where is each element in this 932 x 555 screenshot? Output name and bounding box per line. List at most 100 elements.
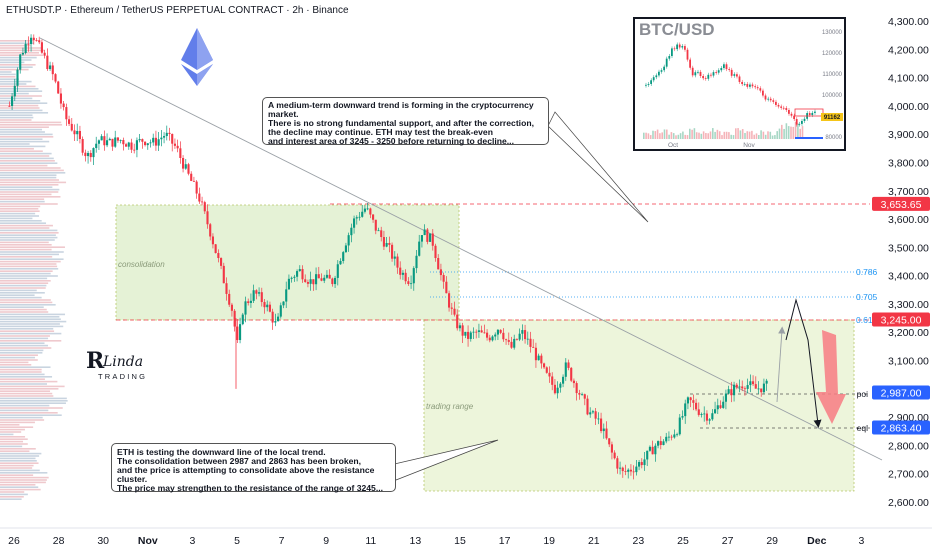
time-axis[interactable]: 26 28 30 Nov 3 5 7 9 11 13 15 17 19 21 23 25 27 29 Dec 3 <box>8 535 864 547</box>
volume-profile-bar <box>0 210 40 212</box>
callout-bottom: ETH is testing the downward line of the … <box>111 443 396 493</box>
inset-volume-bar <box>794 122 797 139</box>
candle-body <box>54 74 57 82</box>
candle-body <box>249 300 252 303</box>
candle-body <box>589 412 592 415</box>
inset-volume-bar <box>647 133 650 139</box>
inset-volume-bar <box>712 128 714 139</box>
candle-body <box>597 418 600 420</box>
inset-candle-body <box>660 70 663 72</box>
inset-candle-body <box>712 72 715 76</box>
volume-profile-bar <box>0 42 34 44</box>
candle-body <box>263 302 266 308</box>
price-badge <box>872 312 930 327</box>
candle-body <box>515 338 518 340</box>
candle-body <box>24 43 27 54</box>
inset-volume-bar <box>774 135 776 139</box>
inset-candle-body <box>780 106 782 108</box>
volume-profile-bar <box>0 299 51 301</box>
volume-profile-bar <box>0 414 62 416</box>
price-axis[interactable]: 2,600.002,700.002,800.002,900.003,000.00… <box>888 16 929 509</box>
candle-body <box>499 329 502 333</box>
candle-body <box>19 54 22 70</box>
callout-top-line-4: and interest area of 3245 - 3250 before … <box>268 136 514 147</box>
candle-body <box>420 235 423 242</box>
candle-body <box>266 304 269 308</box>
inset-candle-body <box>658 71 660 76</box>
candle-body <box>32 37 35 41</box>
y-tick-label: 3,700.00 <box>888 186 929 198</box>
candle-body <box>532 346 535 348</box>
inset-candle-body <box>671 48 673 57</box>
candle-body <box>111 138 114 147</box>
candle-body <box>73 130 76 135</box>
inset-candle-body <box>751 84 754 87</box>
candle-body <box>125 144 128 147</box>
candle-body <box>475 331 478 333</box>
volume-profile-bar <box>0 136 54 138</box>
volume-profile-bar <box>0 349 44 352</box>
candle-body <box>453 308 456 315</box>
candle-body <box>496 329 499 335</box>
chart-title: ETHUSDT.P · Ethereum / TetherUS PERPETUA… <box>6 5 349 16</box>
x-tick-label: 5 <box>234 535 240 547</box>
volume-profile-bar <box>0 392 53 395</box>
candle-body <box>716 405 719 410</box>
x-tick-label: 30 <box>97 535 109 547</box>
candle-body <box>412 268 415 284</box>
y-tick-label: 3,100.00 <box>888 356 929 368</box>
candle-body <box>35 40 38 42</box>
inset-volume-bar <box>737 128 739 139</box>
inset-y-tick-label: 130000 <box>822 30 843 36</box>
candle-body <box>467 331 470 339</box>
candle-body <box>632 471 635 473</box>
volume-profile-bar <box>0 73 16 76</box>
candle-body <box>127 142 130 147</box>
volume-profile-bar <box>0 208 39 210</box>
candle-body <box>404 272 407 282</box>
volume-profile-bar <box>0 416 43 419</box>
inset-candle-body <box>717 70 720 73</box>
candle-body <box>21 53 24 55</box>
callout-top-line-1: A medium-term downward trend is forming … <box>268 100 534 120</box>
candle-body <box>423 229 426 236</box>
volume-profile-bar <box>0 174 57 176</box>
volume-profile-bar <box>0 498 22 500</box>
candle-body <box>135 140 138 150</box>
inset-volume-bar <box>741 129 744 139</box>
inset-volume-bar <box>801 126 804 139</box>
volume-profile-bar <box>0 323 60 325</box>
candle-body <box>130 142 133 150</box>
callout-bottom-line-1: ETH is testing the downward line of the … <box>117 447 326 457</box>
volume-profile-bar <box>0 404 50 407</box>
candle-body <box>211 236 214 245</box>
candle-body <box>59 93 62 104</box>
candle-body <box>469 332 472 339</box>
inset-volume-bar <box>787 126 790 139</box>
inset-candle-body <box>777 104 780 107</box>
y-tick-label: 3,500.00 <box>888 242 929 254</box>
candle-body <box>217 253 220 259</box>
inset-volume-bar <box>778 128 781 139</box>
volume-profile-bar <box>0 467 33 469</box>
inset-candle-body <box>738 76 741 82</box>
consolidation-label: consolidation <box>118 260 165 269</box>
inset-candle-body <box>668 56 671 59</box>
y-tick-label: 4,100.00 <box>888 73 929 85</box>
inset-volume-bar <box>723 131 726 139</box>
volume-profile-bar <box>0 68 29 71</box>
volume-profile-bar <box>0 448 36 450</box>
candle-body <box>393 256 396 259</box>
volume-profile-bar <box>0 436 26 438</box>
volume-profile-bar <box>0 239 55 241</box>
candle-body <box>711 413 714 420</box>
candle-body <box>591 411 594 413</box>
candle-body <box>570 367 573 381</box>
volume-profile-bar <box>0 97 33 100</box>
inset-candle-body <box>756 87 759 89</box>
inset-volume-bar <box>682 131 684 139</box>
volume-profile-bar <box>0 325 64 328</box>
volume-profile-bar <box>0 176 57 179</box>
volume-profile-bar <box>0 200 45 203</box>
inset-x-tick-label: Nov <box>743 142 755 149</box>
